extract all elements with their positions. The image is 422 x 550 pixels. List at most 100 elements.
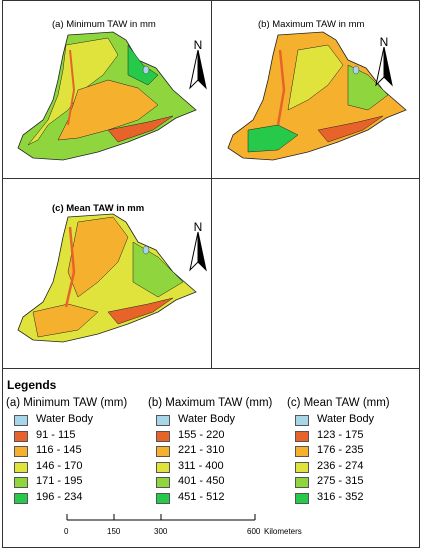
legend-label: 316 - 352	[317, 490, 364, 503]
legend-item: 311 - 400	[148, 460, 272, 476]
legend-divider	[2, 368, 420, 369]
legend-item: 146 - 170	[6, 460, 127, 476]
legend-item: 236 - 274	[287, 460, 390, 476]
panel-divider-vertical-top	[211, 0, 212, 178]
legend-item: 176 - 235	[287, 444, 390, 460]
legend-label: 275 - 315	[317, 475, 364, 488]
scale-tick-300: 300	[154, 527, 168, 536]
legend-item: 116 - 145	[6, 444, 127, 460]
legend-label: 236 - 274	[317, 459, 364, 472]
legend-swatch	[156, 461, 170, 473]
legend-label: 311 - 400	[178, 459, 224, 472]
legend-label: 171 - 195	[36, 475, 83, 488]
map-a-zone-green	[127, 44, 159, 86]
scale-tick-150: 150	[107, 527, 121, 536]
map-a-zone-red	[107, 115, 174, 143]
legend-swatch	[14, 430, 28, 442]
legend-item: 91 - 115	[6, 429, 127, 445]
legend-swatch	[156, 430, 170, 442]
legend-swatch	[14, 492, 28, 504]
map-c-zone-orange	[67, 216, 129, 298]
legend-label: Water Body	[36, 413, 94, 425]
legend-label: 196 - 234	[36, 490, 83, 503]
legend-label: 401 - 450	[178, 475, 225, 488]
panel-b-title: (b) Maximum TAW in mm	[258, 19, 365, 30]
north-arrow-icon	[189, 232, 207, 272]
legend-heading: (c) Mean TAW (mm)	[287, 397, 390, 409]
legend-column-c: (c) Mean TAW (mm) Water Body 123 - 175 1…	[287, 397, 390, 507]
panel-a-map	[17, 31, 197, 161]
map-c-water	[142, 245, 150, 255]
panel-c-title: (c) Mean TAW in mm	[52, 203, 145, 214]
legend-item: 401 - 450	[148, 475, 272, 491]
legend-swatch	[156, 477, 170, 489]
north-arrow-icon	[189, 50, 207, 90]
legend-heading: (b) Maximum TAW (mm)	[148, 397, 273, 409]
north-label: N	[193, 38, 203, 52]
legend-label: Water Body	[178, 413, 236, 425]
map-b-zone-yellow	[287, 44, 344, 111]
legend-label: 91 - 115	[36, 428, 76, 441]
legend-item: 123 - 175	[287, 429, 390, 445]
map-a-zone-orange	[57, 79, 159, 141]
map-c-zone-river	[64, 226, 76, 308]
map-c-zone-orange2	[32, 303, 99, 338]
map-c-zone-red	[107, 297, 174, 325]
scale-bar-graphic	[66, 514, 256, 521]
legend-swatch	[156, 492, 170, 504]
legend-label: 451 - 512	[178, 490, 225, 503]
scale-tick-0: 0	[64, 527, 69, 536]
legend-swatch	[14, 461, 28, 473]
legend-column-a: (a) Minimum TAW (mm) Water Body 91 - 115…	[6, 397, 127, 507]
scale-unit: Kilometers	[264, 527, 302, 536]
legend-swatch	[156, 415, 170, 426]
legend-label: 221 - 310	[178, 444, 225, 457]
legend-column-b: (b) Maximum TAW (mm) Water Body 155 - 22…	[148, 397, 272, 507]
legend-swatch	[14, 477, 28, 489]
legend-item: 221 - 310	[148, 444, 272, 460]
legend-swatch	[295, 461, 309, 473]
legend-swatch	[295, 415, 309, 426]
north-label: N	[193, 220, 203, 234]
map-a-zone-river	[67, 49, 76, 126]
legend-item: 171 - 195	[6, 475, 127, 491]
panel-b-map	[227, 31, 407, 161]
legend-item: 451 - 512	[148, 491, 272, 507]
legend-swatch	[295, 477, 309, 489]
map-b-zone-darkgreen	[247, 124, 299, 153]
legend-item: Water Body	[287, 413, 390, 429]
panel-divider-vertical-bottom	[211, 178, 212, 368]
map-a-water	[142, 65, 150, 75]
legend-label: 123 - 175	[317, 428, 364, 441]
legend-item: Water Body	[148, 413, 272, 429]
legend-label: 116 - 145	[36, 444, 82, 457]
map-b-zone-green	[347, 64, 389, 111]
panel-c-map	[17, 213, 197, 343]
legend-swatch	[14, 415, 28, 426]
map-b-zone-river	[276, 49, 286, 126]
legend-swatch	[295, 430, 309, 442]
legend-label: 155 - 220	[178, 428, 225, 441]
north-label: N	[379, 35, 389, 49]
legend-swatch	[295, 492, 309, 504]
scale-tick-600: 600	[247, 527, 261, 536]
legend-item: Water Body	[6, 413, 127, 429]
legend-swatch	[156, 446, 170, 458]
legend-heading: (a) Minimum TAW (mm)	[6, 397, 128, 409]
legend-label: 146 - 170	[36, 459, 83, 472]
legend-item: 316 - 352	[287, 491, 390, 507]
legend-title: Legends	[7, 378, 57, 392]
map-c-zone-green	[132, 241, 184, 298]
legend-item: 155 - 220	[148, 429, 272, 445]
legend-swatch	[295, 446, 309, 458]
legend-label: 176 - 235	[317, 444, 364, 457]
map-b-zone-red	[317, 115, 384, 143]
scale-bar: 0 150 300 600 Kilometers	[60, 510, 420, 550]
legend-item: 275 - 315	[287, 475, 390, 491]
legend-label: Water Body	[317, 413, 375, 425]
panel-a-title: (a) Minimum TAW in mm	[52, 19, 156, 30]
legend-item: 196 - 234	[6, 491, 127, 507]
north-arrow-icon	[375, 47, 393, 87]
map-b-water	[352, 65, 360, 75]
legend-swatch	[14, 446, 28, 458]
